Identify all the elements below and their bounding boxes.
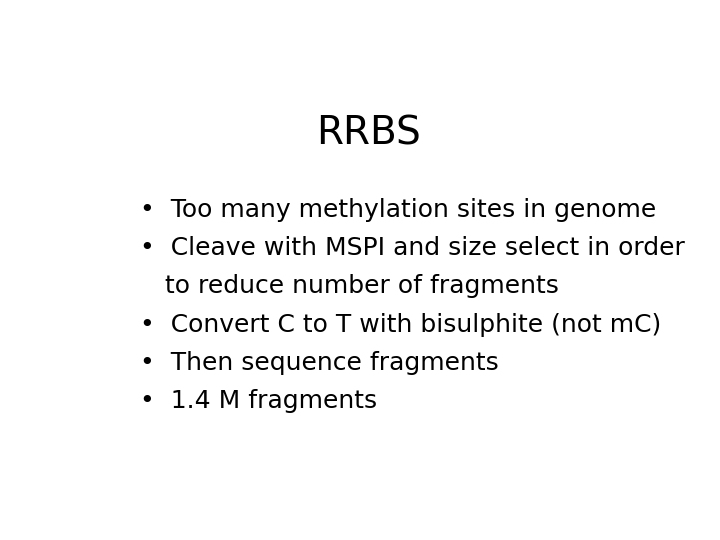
Text: •  1.4 M fragments: • 1.4 M fragments [140,389,377,413]
Text: •  Then sequence fragments: • Then sequence fragments [140,351,499,375]
Text: •  Cleave with MSPI and size select in order: • Cleave with MSPI and size select in or… [140,236,685,260]
Text: to reduce number of fragments: to reduce number of fragments [166,274,559,299]
Text: •  Too many methylation sites in genome: • Too many methylation sites in genome [140,198,657,222]
Text: •  Convert C to T with bisulphite (not mC): • Convert C to T with bisulphite (not mC… [140,313,662,336]
Text: RRBS: RRBS [317,114,421,153]
